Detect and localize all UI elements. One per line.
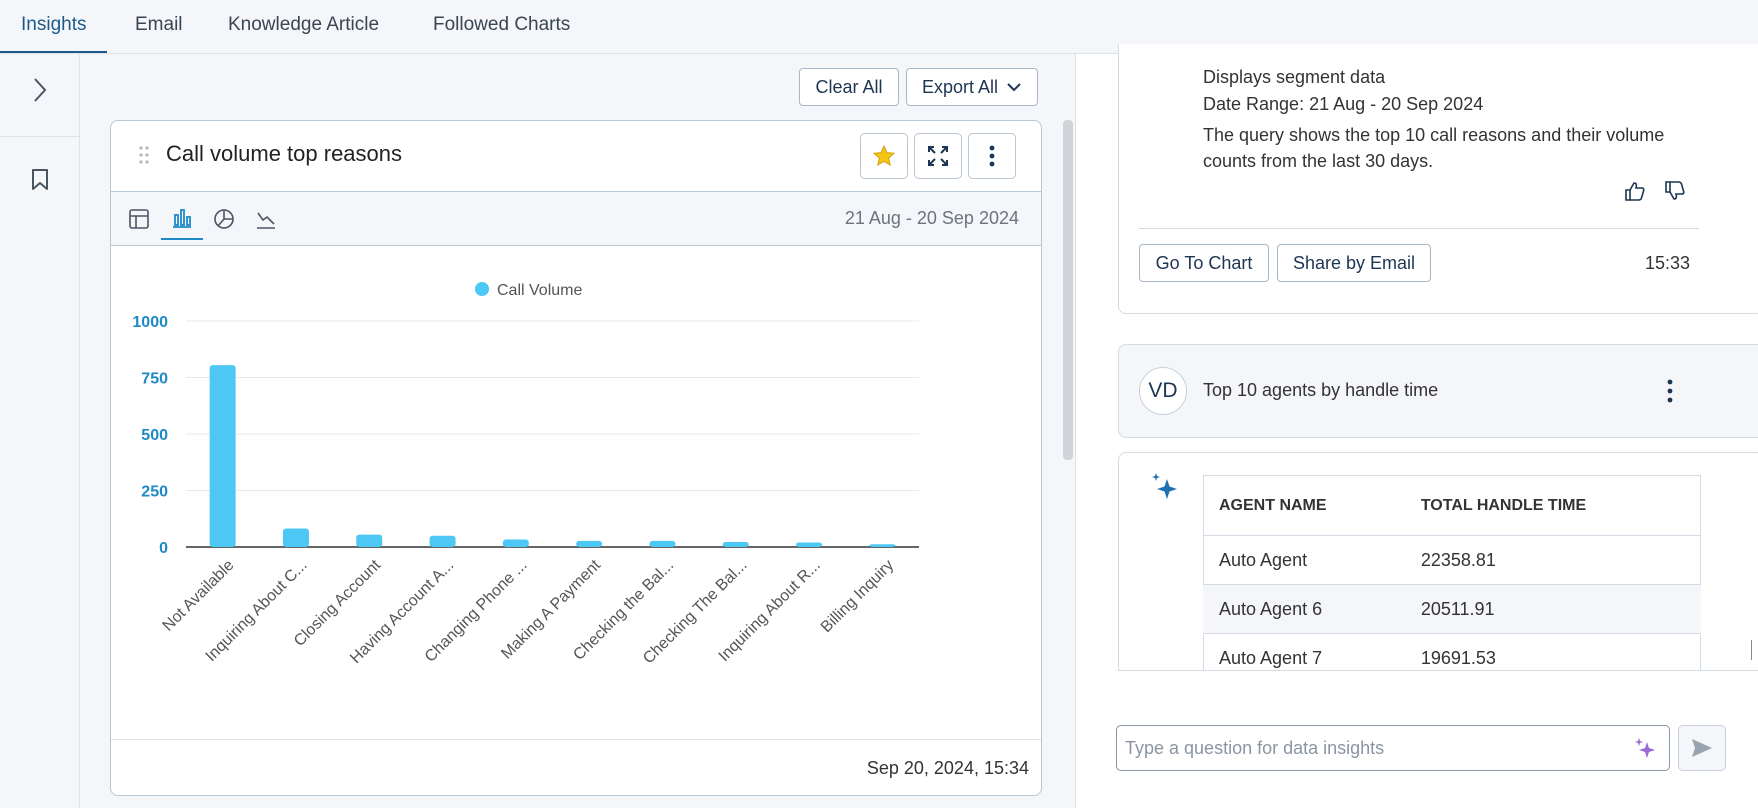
drag-handle-icon[interactable] — [139, 145, 149, 165]
column-header-agent-name: AGENT NAME — [1203, 475, 1405, 536]
y-tick-label: 0 — [159, 540, 168, 557]
share-by-email-button[interactable]: Share by Email — [1277, 244, 1431, 282]
legend-label: Call Volume — [497, 282, 582, 299]
chart-title: Call volume top reasons — [166, 141, 403, 166]
sparkle-icon — [1152, 473, 1177, 499]
question-card: VD Top 10 agents by handle time — [1118, 344, 1758, 438]
main-area: Clear All Export All Call volume top rea… — [80, 54, 1075, 808]
expand-button[interactable] — [0, 68, 80, 112]
bar — [649, 540, 676, 547]
go-to-chart-button[interactable]: Go To Chart — [1139, 244, 1269, 282]
agent-name-cell: Auto Agent 6 — [1203, 584, 1405, 634]
kebab-menu-icon[interactable] — [1667, 379, 1673, 403]
bookmark-button[interactable] — [0, 160, 80, 200]
table-row: Auto Agent 7 19691.53 — [1203, 633, 1701, 670]
rail-divider — [0, 136, 80, 137]
chart-card-footer: Sep 20, 2024, 15:34 — [111, 739, 1041, 795]
line-chart-view-button[interactable] — [245, 198, 287, 240]
bar — [576, 540, 603, 547]
bar-chart-view-button[interactable] — [161, 198, 203, 240]
agent-name-cell: Auto Agent — [1203, 535, 1405, 585]
left-rail — [0, 54, 80, 808]
tab-email[interactable]: Email — [135, 14, 183, 35]
export-all-button[interactable]: Export All — [906, 68, 1038, 106]
top-tab-bar: Insights Email Knowledge Article Followe… — [0, 0, 1758, 54]
bar — [869, 544, 896, 547]
agent-name-cell: Auto Agent 7 — [1203, 633, 1405, 670]
answer-table-card: AGENT NAME TOTAL HANDLE TIME Auto Agent … — [1118, 452, 1758, 670]
answer-time: 15:33 — [1645, 253, 1691, 273]
ai-sparkle-icon[interactable] — [1633, 736, 1659, 762]
expand-icon — [928, 146, 948, 166]
table-header-row: AGENT NAME TOTAL HANDLE TIME — [1203, 475, 1701, 536]
bar — [429, 535, 456, 547]
chevron-down-icon — [1007, 83, 1021, 92]
y-tick-label: 250 — [141, 484, 168, 501]
bar — [356, 534, 383, 547]
bar — [282, 528, 309, 547]
send-button[interactable] — [1678, 725, 1726, 771]
chart-timestamp: Sep 20, 2024, 15:34 — [866, 758, 1029, 778]
pie-chart-view-button[interactable] — [203, 198, 245, 240]
tab-followed-charts[interactable]: Followed Charts — [433, 14, 571, 35]
kebab-menu-icon — [989, 145, 995, 167]
y-tick-label: 750 — [141, 371, 168, 388]
star-icon — [872, 144, 896, 167]
clear-all-button[interactable]: Clear All — [799, 68, 899, 106]
bar — [722, 542, 749, 547]
table-row: Auto Agent 22358.81 — [1203, 535, 1701, 585]
chart-date-range: 21 Aug - 20 Sep 2024 — [844, 208, 1019, 228]
main-scrollbar[interactable] — [1063, 120, 1073, 460]
bar — [796, 542, 823, 547]
more-options-button[interactable] — [968, 133, 1016, 179]
thumbs-up-icon[interactable] — [1624, 180, 1646, 202]
question-text: Top 10 agents by handle time — [1203, 380, 1439, 400]
export-all-label: Export All — [921, 76, 999, 97]
column-header-total-handle-time: TOTAL HANDLE TIME — [1404, 475, 1701, 536]
panel-divider — [1118, 670, 1758, 671]
question-input-box — [1116, 725, 1670, 771]
pie-chart-icon — [214, 209, 234, 229]
bar — [209, 365, 236, 547]
avatar: VD — [1139, 367, 1187, 415]
answer-description: The query shows the top 10 call reasons … — [1203, 125, 1665, 171]
favorite-button[interactable] — [860, 133, 908, 179]
tab-knowledge-article[interactable]: Knowledge Article — [228, 14, 380, 35]
y-tick-label: 500 — [141, 427, 168, 444]
table-row: Auto Agent 6 20511.91 — [1203, 584, 1701, 634]
handle-time-cell: 22358.81 — [1404, 535, 1701, 585]
fullscreen-button[interactable] — [914, 133, 962, 179]
handle-time-cell: 19691.53 — [1404, 633, 1701, 670]
thumbs-down-icon[interactable] — [1664, 180, 1686, 202]
insights-chat-panel: Displays segment data Date Range: 21 Aug… — [1075, 44, 1758, 808]
answer-divider — [1139, 228, 1699, 229]
date-range-note: Date Range: 21 Aug - 20 Sep 2024 — [1203, 94, 1484, 114]
y-tick-label: 1000 — [132, 314, 168, 331]
chevron-right-icon — [34, 78, 47, 102]
chart-view-switcher: 21 Aug - 20 Sep 2024 — [111, 192, 1041, 246]
panel-resize-handle[interactable] — [1751, 640, 1757, 660]
legend-marker — [475, 282, 489, 296]
x-tick-label: Billing Inquiry — [818, 557, 897, 636]
send-icon — [1692, 739, 1712, 757]
x-tick-label: Not Available — [160, 557, 238, 635]
bookmark-icon — [32, 169, 48, 190]
chart-card: Call volume top reasons — [110, 120, 1042, 796]
line-chart-icon — [257, 212, 275, 229]
agents-table: AGENT NAME TOTAL HANDLE TIME Auto Agent … — [1203, 475, 1701, 670]
bar-chart-icon — [173, 209, 191, 228]
table-view-icon — [129, 209, 149, 229]
bar — [502, 539, 529, 547]
handle-time-cell: 20511.91 — [1404, 584, 1701, 634]
tab-insights[interactable]: Insights — [0, 0, 108, 53]
segment-note: Displays segment data — [1203, 67, 1386, 87]
table-view-button[interactable] — [118, 198, 160, 240]
answer-card: Displays segment data Date Range: 21 Aug… — [1118, 44, 1758, 314]
question-input[interactable] — [1125, 732, 1605, 764]
chart-card-header: Call volume top reasons — [111, 121, 1041, 192]
